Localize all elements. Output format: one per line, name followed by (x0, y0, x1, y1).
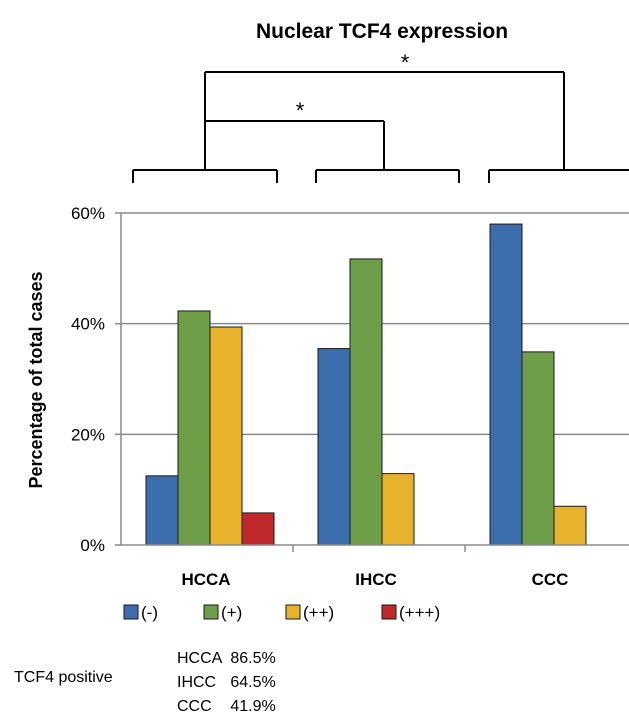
category-labels: HCCA IHCC CCC (181, 570, 568, 589)
bar (317, 348, 351, 546)
bar (553, 505, 587, 546)
bar (521, 351, 555, 546)
legend-swatch (285, 604, 301, 620)
legend-swatch (203, 604, 219, 620)
category-label: IHCC (355, 570, 397, 589)
summary-group: CCC (177, 698, 212, 715)
legend-label: (++) (303, 603, 334, 622)
summary-label: TCF4 positive (14, 669, 113, 686)
significance-star: * (401, 50, 410, 75)
bar (209, 326, 243, 546)
axes (115, 212, 629, 552)
summary-row: IHCC 64.5% (177, 671, 284, 695)
legend-label: (-) (141, 603, 158, 622)
y-tick-label: 20% (71, 425, 105, 444)
summary-row: HCCA 86.5% (177, 647, 284, 671)
bar (145, 475, 179, 546)
bar (241, 512, 275, 546)
bar (489, 223, 523, 546)
legend-label: (+++) (399, 603, 440, 622)
y-axis-label: Percentage of total cases (26, 271, 46, 488)
category-label: HCCA (181, 570, 230, 589)
y-tick-label: 60% (71, 204, 105, 223)
summary-value: 86.5% (230, 650, 276, 667)
legend: (-) (+) (++) (+++) (123, 603, 440, 622)
bar (349, 258, 383, 546)
category-label: CCC (532, 570, 569, 589)
summary-value: 41.9% (230, 698, 276, 715)
legend-label: (+) (221, 603, 242, 622)
significance-brackets: ** (132, 50, 629, 183)
y-tick-label: 0% (80, 536, 105, 555)
summary-row: CCC 41.9% (177, 695, 284, 719)
summary-group: HCCA (177, 650, 223, 667)
y-tick-labels: 0% 20% 40% 60% (71, 204, 105, 555)
summary-group: IHCC (177, 674, 217, 691)
summary-value: 64.5% (230, 674, 276, 691)
legend-swatch (123, 604, 139, 620)
chart-title: Nuclear TCF4 expression (256, 20, 508, 43)
bars (145, 223, 587, 546)
summary-table: HCCA 86.5% IHCC 64.5% CCC 41.9% (177, 647, 284, 719)
legend-swatch (381, 604, 397, 620)
bar (177, 310, 211, 546)
significance-star: * (296, 98, 305, 123)
y-tick-label: 40% (71, 315, 105, 334)
bar (381, 473, 415, 546)
